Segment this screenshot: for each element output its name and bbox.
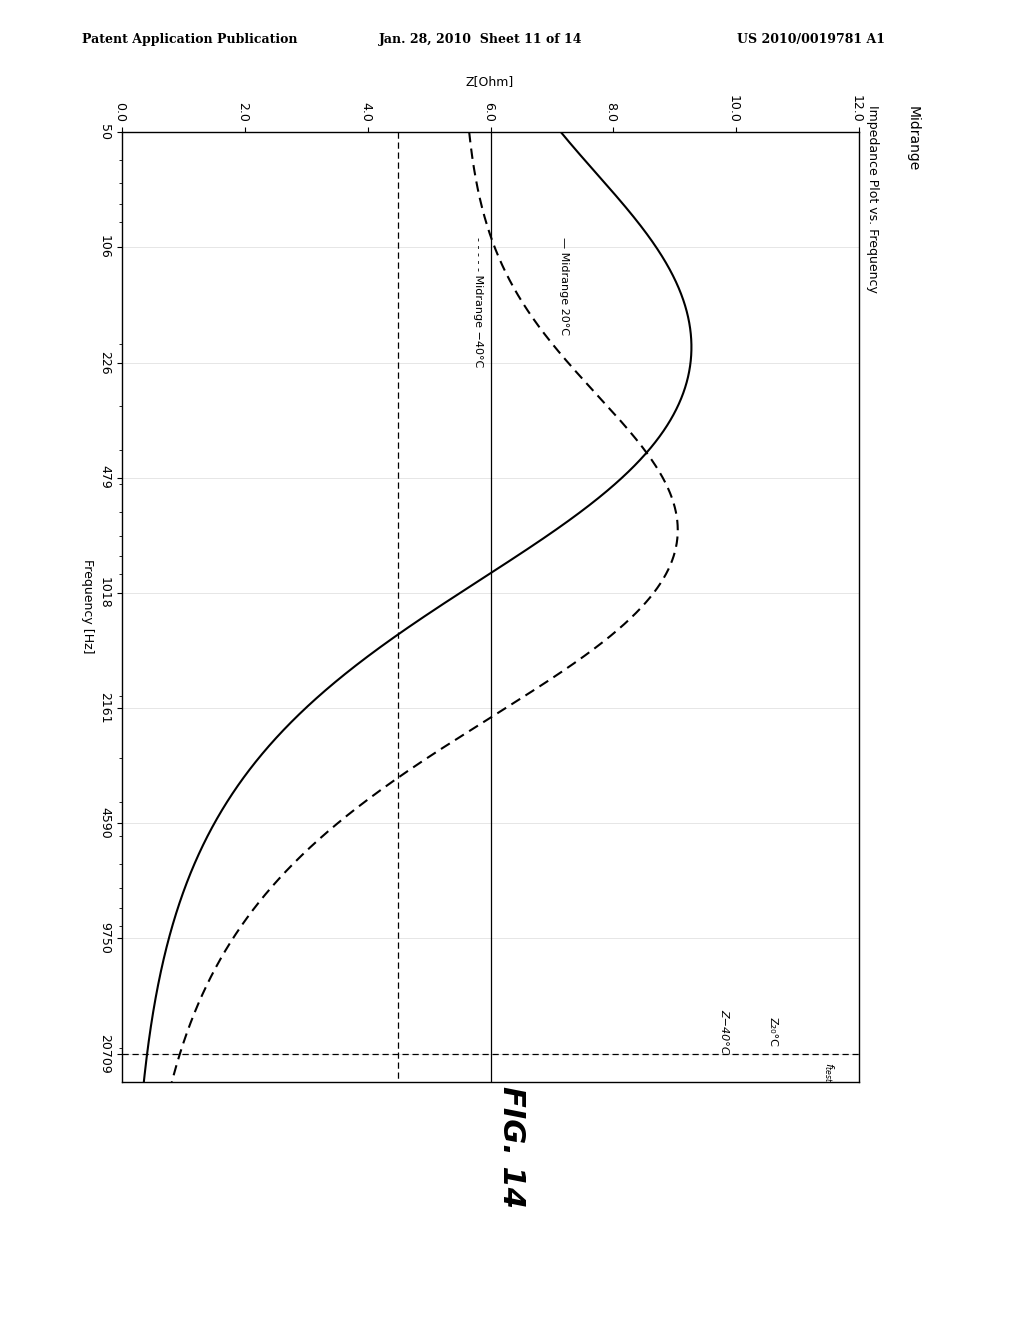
Text: US 2010/0019781 A1: US 2010/0019781 A1 <box>737 33 886 46</box>
Text: Patent Application Publication: Patent Application Publication <box>82 33 297 46</box>
Text: Jan. 28, 2010  Sheet 11 of 14: Jan. 28, 2010 Sheet 11 of 14 <box>379 33 583 46</box>
